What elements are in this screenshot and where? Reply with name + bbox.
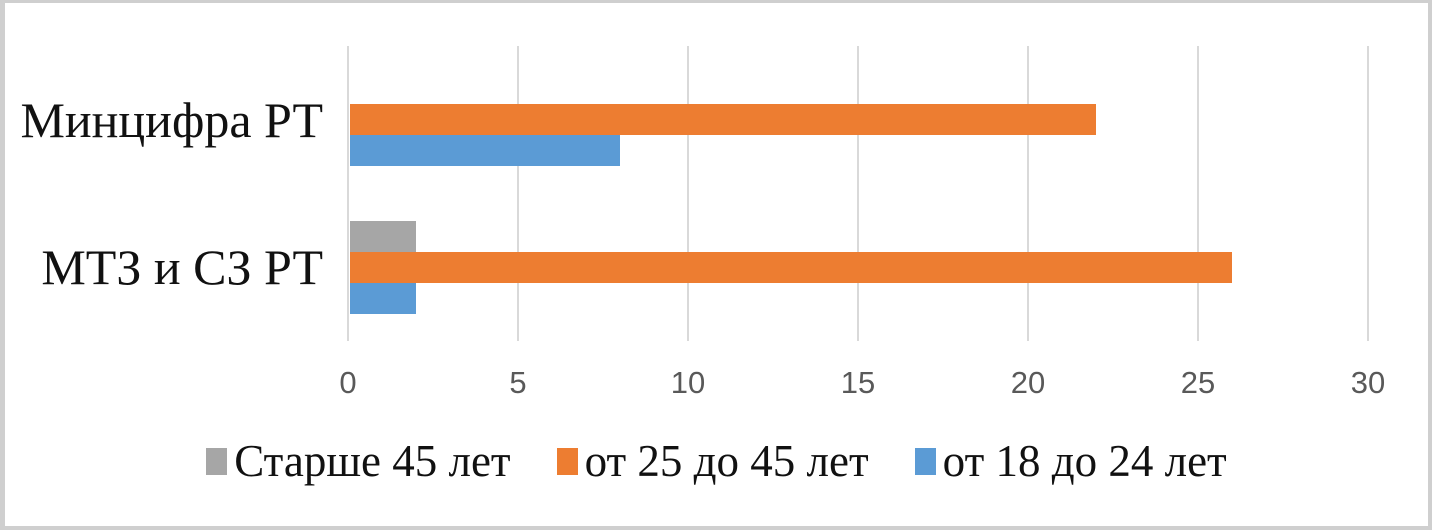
bar-Минцифра РТ-от 25 до 45 лет xyxy=(350,104,1096,135)
gridline-10 xyxy=(687,46,689,341)
gridline-20 xyxy=(1027,46,1029,341)
gridline-30 xyxy=(1367,46,1369,341)
bar-МТЗ и СЗ РТ-от 25 до 45 лет xyxy=(350,252,1232,283)
x-tick-label-10: 10 xyxy=(670,365,706,400)
legend-label: от 25 до 45 лет xyxy=(584,436,869,486)
legend-item-25-to-45: от 25 до 45 лет xyxy=(556,435,869,487)
legend-swatch-orange xyxy=(556,447,578,475)
x-tick-label-15: 15 xyxy=(840,365,876,400)
bar-Минцифра РТ-от 18 до 24 лет xyxy=(350,135,620,166)
x-tick-label-0: 0 xyxy=(339,365,357,400)
legend-item-over-45: Старше 45 лет xyxy=(206,435,511,487)
x-tick-label-20: 20 xyxy=(1010,365,1046,400)
legend-label: от 18 до 24 лет xyxy=(942,436,1227,486)
category-label: Минцифра РТ xyxy=(20,92,323,148)
gridline-25 xyxy=(1197,46,1199,341)
gridline-5 xyxy=(517,46,519,341)
bar-МТЗ и СЗ РТ-Старше 45 лет xyxy=(350,221,416,252)
bar-МТЗ и СЗ РТ-от 18 до 24 лет xyxy=(350,283,416,314)
x-tick-label-30: 30 xyxy=(1350,365,1386,400)
legend-swatch-blue xyxy=(914,447,936,475)
x-tick-label-5: 5 xyxy=(509,365,527,400)
legend-item-18-to-24: от 18 до 24 лет xyxy=(914,435,1227,487)
legend-swatch-gray xyxy=(206,447,228,475)
legend-label: Старше 45 лет xyxy=(234,436,511,486)
gridline-15 xyxy=(857,46,859,341)
x-tick-label-25: 25 xyxy=(1180,365,1216,400)
gridline-0 xyxy=(347,46,349,341)
legend: Старше 45 лет от 25 до 45 лет от 18 до 2… xyxy=(5,435,1428,487)
category-label: МТЗ и СЗ РТ xyxy=(41,239,323,295)
